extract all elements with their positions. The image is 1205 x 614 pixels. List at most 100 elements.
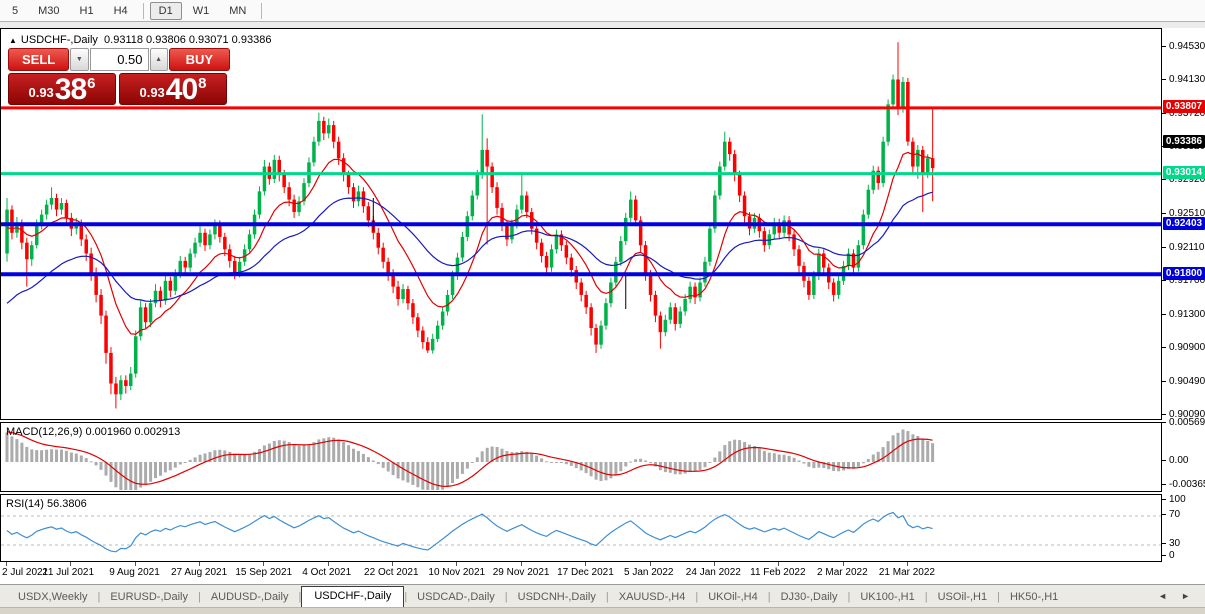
- price-axis-label: 0.90490: [1162, 376, 1205, 387]
- date-axis-tick: [649, 562, 651, 566]
- chart-tab-ukoil-h4[interactable]: UKOil-,H4: [708, 591, 758, 603]
- rsi-axis-label: 100: [1162, 495, 1205, 505]
- price-axis-label: 0.94530: [1162, 42, 1205, 52]
- timeframe-d1[interactable]: D1: [149, 1, 182, 20]
- chart-tab-uk100-h1[interactable]: UK100-,H1: [860, 591, 915, 603]
- price-axis-label: 0.90900: [1162, 342, 1205, 353]
- toolbar-separator: [142, 2, 144, 19]
- status-strip: [0, 607, 1205, 614]
- tab-separator: |: [298, 591, 302, 603]
- chart-tab-usoil-h1[interactable]: USOil-,H1: [937, 591, 988, 603]
- date-axis-tick: [392, 562, 394, 566]
- date-axis-tick: [520, 562, 522, 566]
- buy-price-button[interactable]: 0.93 40 8: [119, 73, 227, 105]
- timeframe-5[interactable]: 5: [12, 4, 19, 17]
- collapse-chart-icon[interactable]: ▲: [9, 36, 17, 45]
- date-axis-label: 4 Oct 2021: [302, 567, 352, 578]
- chart-tab-usdx-weekly[interactable]: USDX,Weekly: [18, 591, 88, 603]
- timeframe-mn[interactable]: MN: [229, 4, 247, 17]
- chart-tab-usdcnh-daily[interactable]: USDCNH-,Daily: [517, 591, 596, 603]
- chart-tab-usdcad-daily[interactable]: USDCAD-,Daily: [417, 591, 495, 603]
- date-axis-label: 2 Mar 2022: [817, 567, 868, 578]
- date-axis-label: 17 Dec 2021: [557, 567, 614, 578]
- date-axis-label: 29 Nov 2021: [492, 567, 550, 578]
- buy-price-big: 40: [165, 73, 198, 106]
- sell-button[interactable]: SELL: [8, 48, 70, 71]
- volume-input[interactable]: [89, 48, 149, 71]
- macd-label: MACD(12,26,9) 0.001960 0.002913: [6, 426, 181, 438]
- sell-price-prefix: 0.93: [28, 85, 54, 100]
- candlestick-chart[interactable]: [1, 29, 1161, 419]
- chart-tab-dj30-daily[interactable]: DJ30-,Daily: [780, 591, 838, 603]
- rsi-axis-label: 30: [1162, 539, 1205, 549]
- date-axis-label: 21 Jul 2021: [42, 567, 95, 578]
- chart-tab-eurusd-daily[interactable]: EURUSD-,Daily: [110, 591, 188, 603]
- buy-price-prefix: 0.93: [139, 85, 165, 100]
- macd-panel: MACD(12,26,9) 0.001960 0.002913: [0, 422, 1162, 492]
- sell-price-pip: 6: [87, 75, 96, 92]
- chart-tabs: USDX,Weekly | EURUSD-,Daily | AUDUSD-,Daily |…: [8, 586, 1068, 607]
- date-axis-tick: [199, 562, 201, 566]
- volume-increase-button[interactable]: ▲: [149, 48, 168, 71]
- rsi-label: RSI(14) 56.3806: [6, 498, 87, 510]
- rsi-chart[interactable]: [1, 495, 1161, 561]
- date-axis-tick: [134, 562, 136, 566]
- date-axis-tick: [456, 562, 458, 566]
- tab-separator: |: [695, 591, 699, 603]
- volume-decrease-button[interactable]: ▼: [70, 48, 89, 71]
- timeframe-h4[interactable]: H4: [113, 4, 128, 17]
- rsi-panel: RSI(14) 56.3806: [0, 494, 1162, 562]
- date-axis-label: 22 Oct 2021: [364, 567, 419, 578]
- tab-separator: |: [997, 591, 1000, 603]
- chart-tab-xauusd-h4[interactable]: XAUUSD-,H4: [618, 591, 686, 603]
- rsi-axis-label: 70: [1162, 510, 1205, 520]
- chart-tab-hk50-h1[interactable]: HK50-,H1: [1009, 591, 1059, 603]
- date-axis-label: 15 Sep 2021: [235, 567, 293, 578]
- price-axis: 0.945300.941300.937200.933200.929200.925…: [1162, 28, 1205, 562]
- date-axis-tick: [778, 562, 780, 566]
- date-axis-tick: [263, 562, 265, 566]
- price-axis-label: 0.94130: [1162, 75, 1205, 85]
- macd-axis-label: -0.00365: [1162, 480, 1205, 490]
- price-axis-label: 0.93720: [1162, 109, 1205, 119]
- symbol-label: USDCHF-,Daily: [20, 34, 98, 46]
- date-axis-tick: [70, 562, 72, 566]
- date-axis-label: 2 Jul 2021: [2, 567, 49, 578]
- sell-price-button[interactable]: 0.93 38 6: [8, 73, 116, 105]
- date-axis: 2 Jul 2021 21 Jul 2021 9 Aug 2021 27 Aug 20…: [0, 562, 1162, 584]
- macd-chart[interactable]: [1, 423, 1161, 491]
- chart-tab-audusd-daily[interactable]: AUDUSD-,Daily: [210, 591, 289, 603]
- price-line-badge: 0.91800: [1163, 266, 1205, 280]
- date-axis-label: 10 Nov 2021: [428, 567, 486, 578]
- window-gap: [0, 22, 1205, 28]
- tabs-scroll-right-icon[interactable]: ►: [1181, 591, 1190, 601]
- date-axis-label: 27 Aug 2021: [171, 567, 228, 578]
- chart-tab-bar: USDX,Weekly | EURUSD-,Daily | AUDUSD-,Daily |…: [0, 584, 1205, 607]
- price-axis-label: 0.90090: [1162, 409, 1205, 420]
- buy-button[interactable]: BUY: [168, 48, 230, 71]
- timeframe-m30[interactable]: M30: [38, 4, 60, 17]
- date-axis-label: 21 Mar 2022: [878, 567, 935, 578]
- tab-separator: |: [504, 591, 508, 603]
- price-axis-label: 0.92920: [1162, 175, 1205, 185]
- one-click-trading-widget: SELL ▼ ▲ BUY 0.93 38 6 0.93 40 8: [8, 48, 230, 105]
- date-axis-label: 5 Jan 2022: [624, 567, 674, 578]
- tabs-scroll-left-icon[interactable]: ◄: [1158, 591, 1168, 601]
- tab-separator: |: [197, 591, 201, 603]
- tab-scroll-controls: ◄ ►: [1151, 585, 1205, 607]
- date-axis-tick: [585, 562, 587, 566]
- timeframe-h1[interactable]: H1: [79, 4, 94, 17]
- date-axis-tick: [713, 562, 715, 566]
- price-axis-label: 0.91300: [1162, 309, 1205, 320]
- price-line-badge: 0.93807: [1163, 100, 1205, 114]
- date-axis-tick: [6, 562, 7, 566]
- chart-tab-usdchf-daily[interactable]: USDCHF-,Daily: [301, 586, 405, 607]
- timeframe-w1[interactable]: W1: [192, 4, 210, 17]
- sell-price-big: 38: [54, 73, 87, 106]
- date-axis-tick: [906, 562, 908, 566]
- timeframe-buttons: 5 M30 H1 H4 D1 W1 MN: [2, 1, 267, 20]
- price-line-badge: 0.93386: [1163, 135, 1205, 149]
- tab-separator: |: [605, 591, 609, 603]
- macd-axis-label: 0.005692: [1162, 418, 1205, 428]
